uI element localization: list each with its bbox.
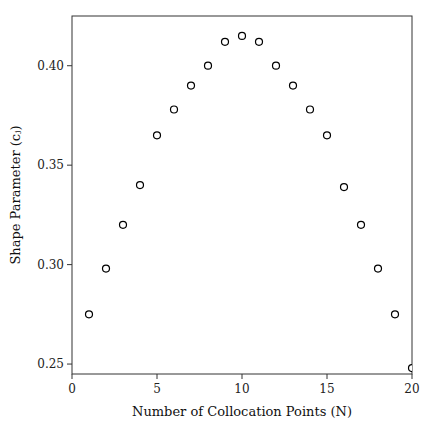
point: [392, 311, 399, 318]
x-tick: [72, 374, 73, 379]
point: [307, 106, 314, 113]
x-tick-label: 10: [234, 382, 249, 396]
point: [120, 221, 127, 228]
y-tick: [67, 264, 72, 265]
y-tick: [67, 65, 72, 66]
x-tick: [412, 374, 413, 379]
x-tick-label: 0: [68, 382, 76, 396]
x-tick: [327, 374, 328, 379]
y-tick: [67, 165, 72, 166]
x-tick-label: 5: [153, 382, 161, 396]
background: [0, 0, 430, 430]
point: [290, 82, 297, 89]
points: [86, 32, 413, 371]
point: [409, 365, 413, 372]
point: [324, 132, 331, 139]
x-axis-label: Number of Collocation Points (N): [132, 404, 352, 419]
x-axis: 0 5 10 15 20: [68, 374, 419, 396]
point: [137, 182, 144, 189]
point: [256, 38, 263, 45]
plot-frame: [72, 16, 412, 374]
point: [171, 106, 178, 113]
point: [273, 62, 280, 69]
point: [205, 62, 212, 69]
y-tick: [67, 364, 72, 365]
y-axis-label: Shape Parameter (cⱼ): [8, 125, 23, 264]
x-tick: [157, 374, 158, 379]
x-tick: [242, 374, 243, 379]
point: [341, 184, 348, 191]
y-tick-label: 0.40: [37, 59, 64, 73]
point: [239, 32, 246, 39]
point: [154, 132, 161, 139]
x-tick-label: 15: [319, 382, 334, 396]
y-tick-label: 0.25: [37, 357, 64, 371]
point: [375, 265, 382, 272]
point: [86, 311, 93, 318]
y-tick-label: 0.35: [37, 158, 64, 172]
point: [188, 82, 195, 89]
point: [358, 221, 365, 228]
x-tick-label: 20: [404, 382, 419, 396]
point: [103, 265, 110, 272]
y-axis: 0.25 0.30 0.35 0.40: [37, 59, 72, 371]
chart-container: 0 5 10 15 20 0.25 0.30 0.35 0.40 Number of Colloc…: [0, 0, 430, 430]
y-tick-label: 0.30: [37, 258, 64, 272]
chart: 0 5 10 15 20 0.25 0.30 0.35 0.40 Number of Colloc…: [0, 0, 430, 430]
point: [222, 38, 229, 45]
